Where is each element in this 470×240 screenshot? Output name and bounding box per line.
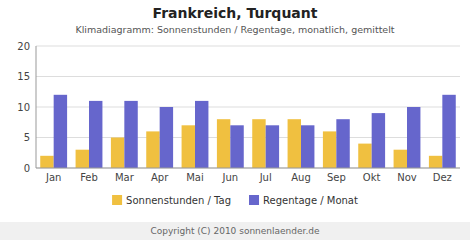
legend-swatch: [112, 195, 122, 205]
grid-line: [36, 76, 460, 77]
x-tick-label: Jul: [259, 172, 272, 183]
bar: [301, 125, 314, 168]
bar: [394, 150, 407, 168]
bar: [442, 95, 455, 168]
bar: [160, 107, 173, 168]
x-tick-label: Nov: [397, 172, 417, 183]
x-tick-label: Okt: [363, 172, 381, 183]
x-tick-label: Mai: [186, 172, 204, 183]
bar: [111, 138, 124, 169]
bar: [372, 113, 385, 168]
bar: [323, 131, 336, 168]
legend-label: Sonnenstunden / Tag: [126, 195, 231, 206]
bar: [230, 125, 243, 168]
x-tick-label: Sep: [327, 172, 346, 183]
bar: [407, 107, 420, 168]
x-tick-label: Aug: [291, 172, 311, 183]
x-tick-label: Mar: [115, 172, 135, 183]
bar: [429, 156, 442, 168]
x-tick-label: Feb: [80, 172, 98, 183]
x-tick-label: Apr: [151, 172, 169, 183]
grid-line: [36, 46, 460, 47]
title: Frankreich, Turquant: [153, 5, 318, 21]
y-tick-label: 20: [17, 41, 30, 52]
y-tick-label: 10: [17, 102, 30, 113]
bar: [358, 144, 371, 168]
bar: [182, 125, 195, 168]
y-axis: 0 5 10 15 20: [17, 41, 460, 174]
bar: [76, 150, 89, 168]
legend-label: Regentage / Monat: [263, 195, 358, 206]
bar: [54, 95, 67, 168]
bar: [336, 119, 349, 168]
y-tick-label: 5: [24, 132, 30, 143]
legend: Sonnenstunden / Tag Regentage / Monat: [112, 195, 358, 206]
bar: [266, 125, 279, 168]
bar: [288, 119, 301, 168]
x-tick-label: Jun: [222, 172, 239, 183]
x-axis-line: [36, 168, 460, 169]
x-tick-label: Jan: [45, 172, 61, 183]
y-axis-line: [36, 46, 37, 168]
bar: [146, 131, 159, 168]
bars: [40, 95, 456, 168]
bar: [89, 101, 102, 168]
legend-swatch: [249, 195, 259, 205]
bar: [195, 101, 208, 168]
bar: [40, 156, 53, 168]
y-tick-label: 0: [24, 163, 30, 174]
subtitle: Klimadiagramm: Sonnenstunden / Regentage…: [75, 24, 394, 35]
bar: [124, 101, 137, 168]
grid-line: [36, 168, 460, 169]
footer: [0, 222, 470, 240]
x-tick-label: Dez: [433, 172, 452, 183]
bar: [217, 119, 230, 168]
footer-text: Copyright (C) 2010 sonnenlaender.de: [150, 226, 320, 236]
chart: Frankreich, Turquant Klimadiagramm: Sonne…: [0, 0, 470, 240]
y-tick-label: 15: [17, 71, 30, 82]
bar: [252, 119, 265, 168]
